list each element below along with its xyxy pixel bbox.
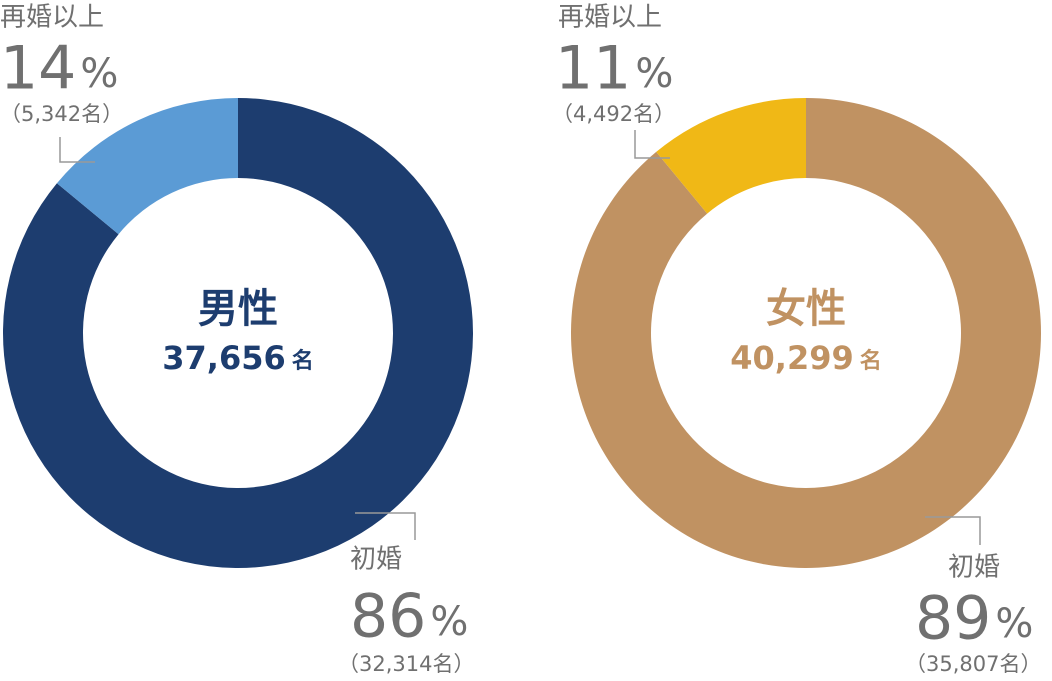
count-label: （4,492名）	[552, 102, 675, 126]
leader-line	[634, 130, 670, 159]
category-label: 初婚	[350, 545, 402, 575]
donut-slice	[656, 98, 806, 214]
value-unit: %	[430, 599, 468, 645]
donut-slice	[2, 98, 473, 568]
total-label: 37,656	[162, 339, 285, 377]
value-label: 11	[555, 34, 631, 104]
leader-line	[355, 512, 416, 540]
count-label: （32,314名）	[338, 652, 474, 676]
value-label: 89	[915, 584, 991, 654]
center-label: 男性	[198, 286, 278, 332]
value-label: 86	[350, 582, 426, 652]
category-label: 再婚以上	[0, 3, 104, 33]
value-unit: %	[635, 51, 673, 97]
value-unit: %	[80, 51, 118, 97]
total-unit: 名	[292, 348, 314, 374]
donut-slice	[571, 98, 1041, 569]
category-label: 再婚以上	[558, 3, 662, 33]
total-label: 40,299	[730, 339, 853, 377]
center-label: 女性	[766, 286, 846, 332]
category-label: 初婚	[948, 553, 1000, 583]
donut-slice	[56, 98, 239, 235]
value-unit: %	[995, 601, 1033, 647]
leader-line	[925, 516, 981, 545]
count-label: （5,342名）	[0, 102, 123, 126]
value-label: 14	[0, 34, 76, 104]
total-unit: 名	[860, 348, 882, 374]
leader-line	[59, 137, 95, 163]
count-label: （35,807名）	[905, 652, 1041, 676]
